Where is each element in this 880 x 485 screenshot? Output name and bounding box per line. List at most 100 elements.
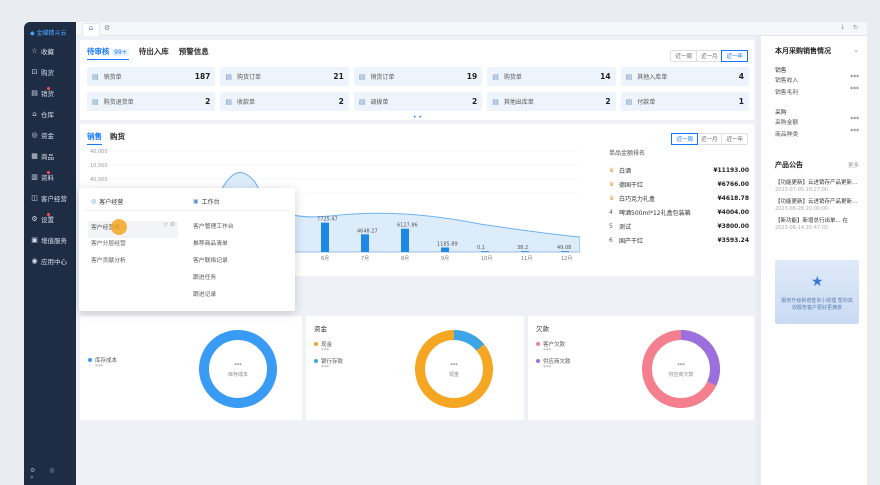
todo-item-label-group: ▤ 付款单 [625,97,656,107]
todo-item-count: 19 [466,72,478,81]
bar-value-label: 7725.47 [317,217,338,223]
tabbar-tools[interactable]: ↓ ↻ [840,24,861,31]
rank-product-amount: ¥4004.00 [717,208,749,216]
sidebar-item[interactable]: ▥ 资料 [24,166,76,187]
favorite-icon[interactable]: ☆ ⊙ [163,222,175,228]
bar[interactable] [521,251,529,252]
popup-item[interactable]: 客户分层经营 [91,241,126,247]
document-icon: ▥ [31,172,38,181]
legend-value: *** [95,364,104,370]
sidebar-item[interactable]: ▦ 商品 [24,145,76,166]
legend-dot [314,359,318,363]
home-tab[interactable]: ⌂ [82,23,100,36]
medal-icon: ♛ [609,166,615,174]
sidebar-item[interactable]: ▤ 销货 [24,82,76,103]
todo-item[interactable]: ▤ 其他出库单 2 [487,92,616,111]
todo-item-label: 其他入库单 [637,74,668,81]
bar[interactable] [361,234,369,252]
range-year[interactable]: 近一年 [721,50,748,62]
summary-row: 采购金额 *** [775,117,859,126]
rank-row[interactable]: ♛ 白巧克力礼盒 ¥4618.78 [609,191,749,205]
range-month[interactable]: 近一月 [697,51,723,61]
rank-row[interactable]: 6 国产干红 ¥3593.24 [609,233,749,247]
sidebar-item[interactable]: ☆ 收藏 [24,40,76,61]
popup-item[interactable]: 客户管理工作台 [193,224,234,230]
todo-item[interactable]: ▤ 收款单 2 [220,92,349,111]
todo-item-label: 销货单 [103,74,122,81]
sidebar-item-label: 购货 [41,68,54,77]
sidebar-item[interactable]: ⌂ 仓库 [24,103,76,124]
notice-item[interactable]: 【功能更新】云进销存产品更新... 2023-06-28 20:00:00 [775,197,859,212]
legend-item: 客户欠款 *** [536,340,565,354]
notice-date: 2023-06-14 20:47:02 [775,225,829,231]
popup-item-customer-overview[interactable]: 客户经营概 ☆ ⊙ [88,221,178,238]
sidebar-item-label: 资金 [41,131,54,140]
todo-item[interactable]: ▤ 购货订单 21 [220,67,349,86]
todo-item[interactable]: ▤ 销货订单 19 [353,67,483,86]
tab-purchase[interactable]: 购货 [110,132,125,141]
promo-banner[interactable]: ★ 服务升级新增签单小助理 帮你高效服务客户更好更满意 [775,260,859,324]
tab-pending-stock[interactable]: 待出入库 [138,47,169,56]
rank-product-amount: ¥11193.00 [713,166,749,174]
document-icon: ▤ [625,97,633,106]
bar[interactable] [441,247,449,252]
rank-row[interactable]: 5 测试 ¥3800.00 [609,219,749,233]
popup-item[interactable]: 跟进任务 [193,275,217,281]
sidebar-item[interactable]: ⚙ 设置 [24,208,76,229]
tab-warnings[interactable]: 预警信息 [178,47,209,56]
todo-item[interactable]: ▤ 调拨单 2 [353,92,483,111]
notice-item[interactable]: 【新功能】新增总行出单... 在 2023-06-14 20:47:02 [775,216,859,231]
rank-title: 单品金额排名 [609,150,646,157]
popup-item[interactable]: 客户联络记录 [193,258,228,264]
todo-item-label-group: ▤ 其他出库单 [492,97,534,107]
popup-item[interactable]: 客户贡献分析 [91,258,126,264]
settings-tab-icon[interactable]: ⚙ [104,24,111,32]
bar[interactable] [481,251,489,252]
bar[interactable] [561,251,569,252]
sidebar-item[interactable]: ◎ 资金 [24,124,76,145]
todo-item[interactable]: ▤ 购货退货单 2 [87,92,216,111]
donut-segment[interactable] [415,330,493,408]
tab-sales[interactable]: 销售 [87,131,102,145]
legend-dot [536,359,540,363]
funds-card: 资金 现金 *** 银行存款 *** *** 现金 [306,316,524,420]
sales-range-week[interactable]: 近一周 [671,133,698,145]
rank-row[interactable]: 4 啤酒500ml*12礼盒包装箱 ¥4004.00 [609,205,749,219]
warehouse-icon: ⌂ [32,109,37,118]
popup-item[interactable]: 跟进记录 [193,292,217,298]
rank-row[interactable]: ♛ 德国干红 ¥6766.00 [609,177,749,191]
donut-segment[interactable] [642,330,720,408]
notice-item[interactable]: 【功能更新】云进销存产品更新... 2023-07-05 20:27:00 [775,178,859,193]
todo-item[interactable]: ▤ 付款单 1 [620,92,749,111]
sidebar-item[interactable]: ◉ 应用中心 [24,250,76,271]
sidebar-bottom-icons[interactable]: ⚙ ◎ » [30,467,61,481]
sales-range-month[interactable]: 近一月 [697,134,723,144]
tab-pending-review[interactable]: 待审核 99+ [87,46,129,60]
summary-row: 商品种类 *** [775,129,859,138]
app-logo[interactable]: ◆ 金蝶精斗云 [30,30,67,37]
todo-item[interactable]: ▤ 购货单 14 [487,67,616,86]
tab-bar: ⌂ ⚙ ↓ ↻ [76,22,867,36]
carousel-dots[interactable]: • • [413,114,422,121]
sidebar-item-label: 资料 [41,173,54,182]
medal-icon: ♛ [609,194,615,202]
sales-range-year[interactable]: 近一年 [726,137,743,143]
legend-item: 供应商欠款 *** [536,357,571,371]
todo-item-count: 14 [600,72,611,81]
sidebar-item[interactable]: ▣ 增值服务 [24,229,76,250]
todo-item-count: 2 [338,97,344,106]
notice-more-link[interactable]: 更多 [847,163,859,169]
sidebar-item[interactable]: ◫ 客户经营 [24,187,76,208]
donut-center-value: *** [450,363,458,369]
chevron-down-icon[interactable]: ⌄ [853,46,859,54]
sidebar-item[interactable]: ⊡ 购货 [24,61,76,82]
rank-row[interactable]: ♛ 白酒 ¥11193.00 [609,163,749,177]
bar[interactable] [321,222,329,252]
range-week[interactable]: 近一周 [671,51,697,61]
product-rank-list: ♛ 白酒 ¥11193.00 ♛ 德国干红 ¥6766.00 ♛ 白巧克力礼盒 ¥4618.78… [609,163,749,247]
todo-item[interactable]: ▤ 销货单 187 [87,67,216,86]
bar[interactable] [401,228,409,252]
donut-ring[interactable] [199,330,277,408]
todo-item[interactable]: ▤ 其他入库单 4 [620,67,749,86]
popup-item[interactable]: 推荐商品清单 [193,241,228,247]
